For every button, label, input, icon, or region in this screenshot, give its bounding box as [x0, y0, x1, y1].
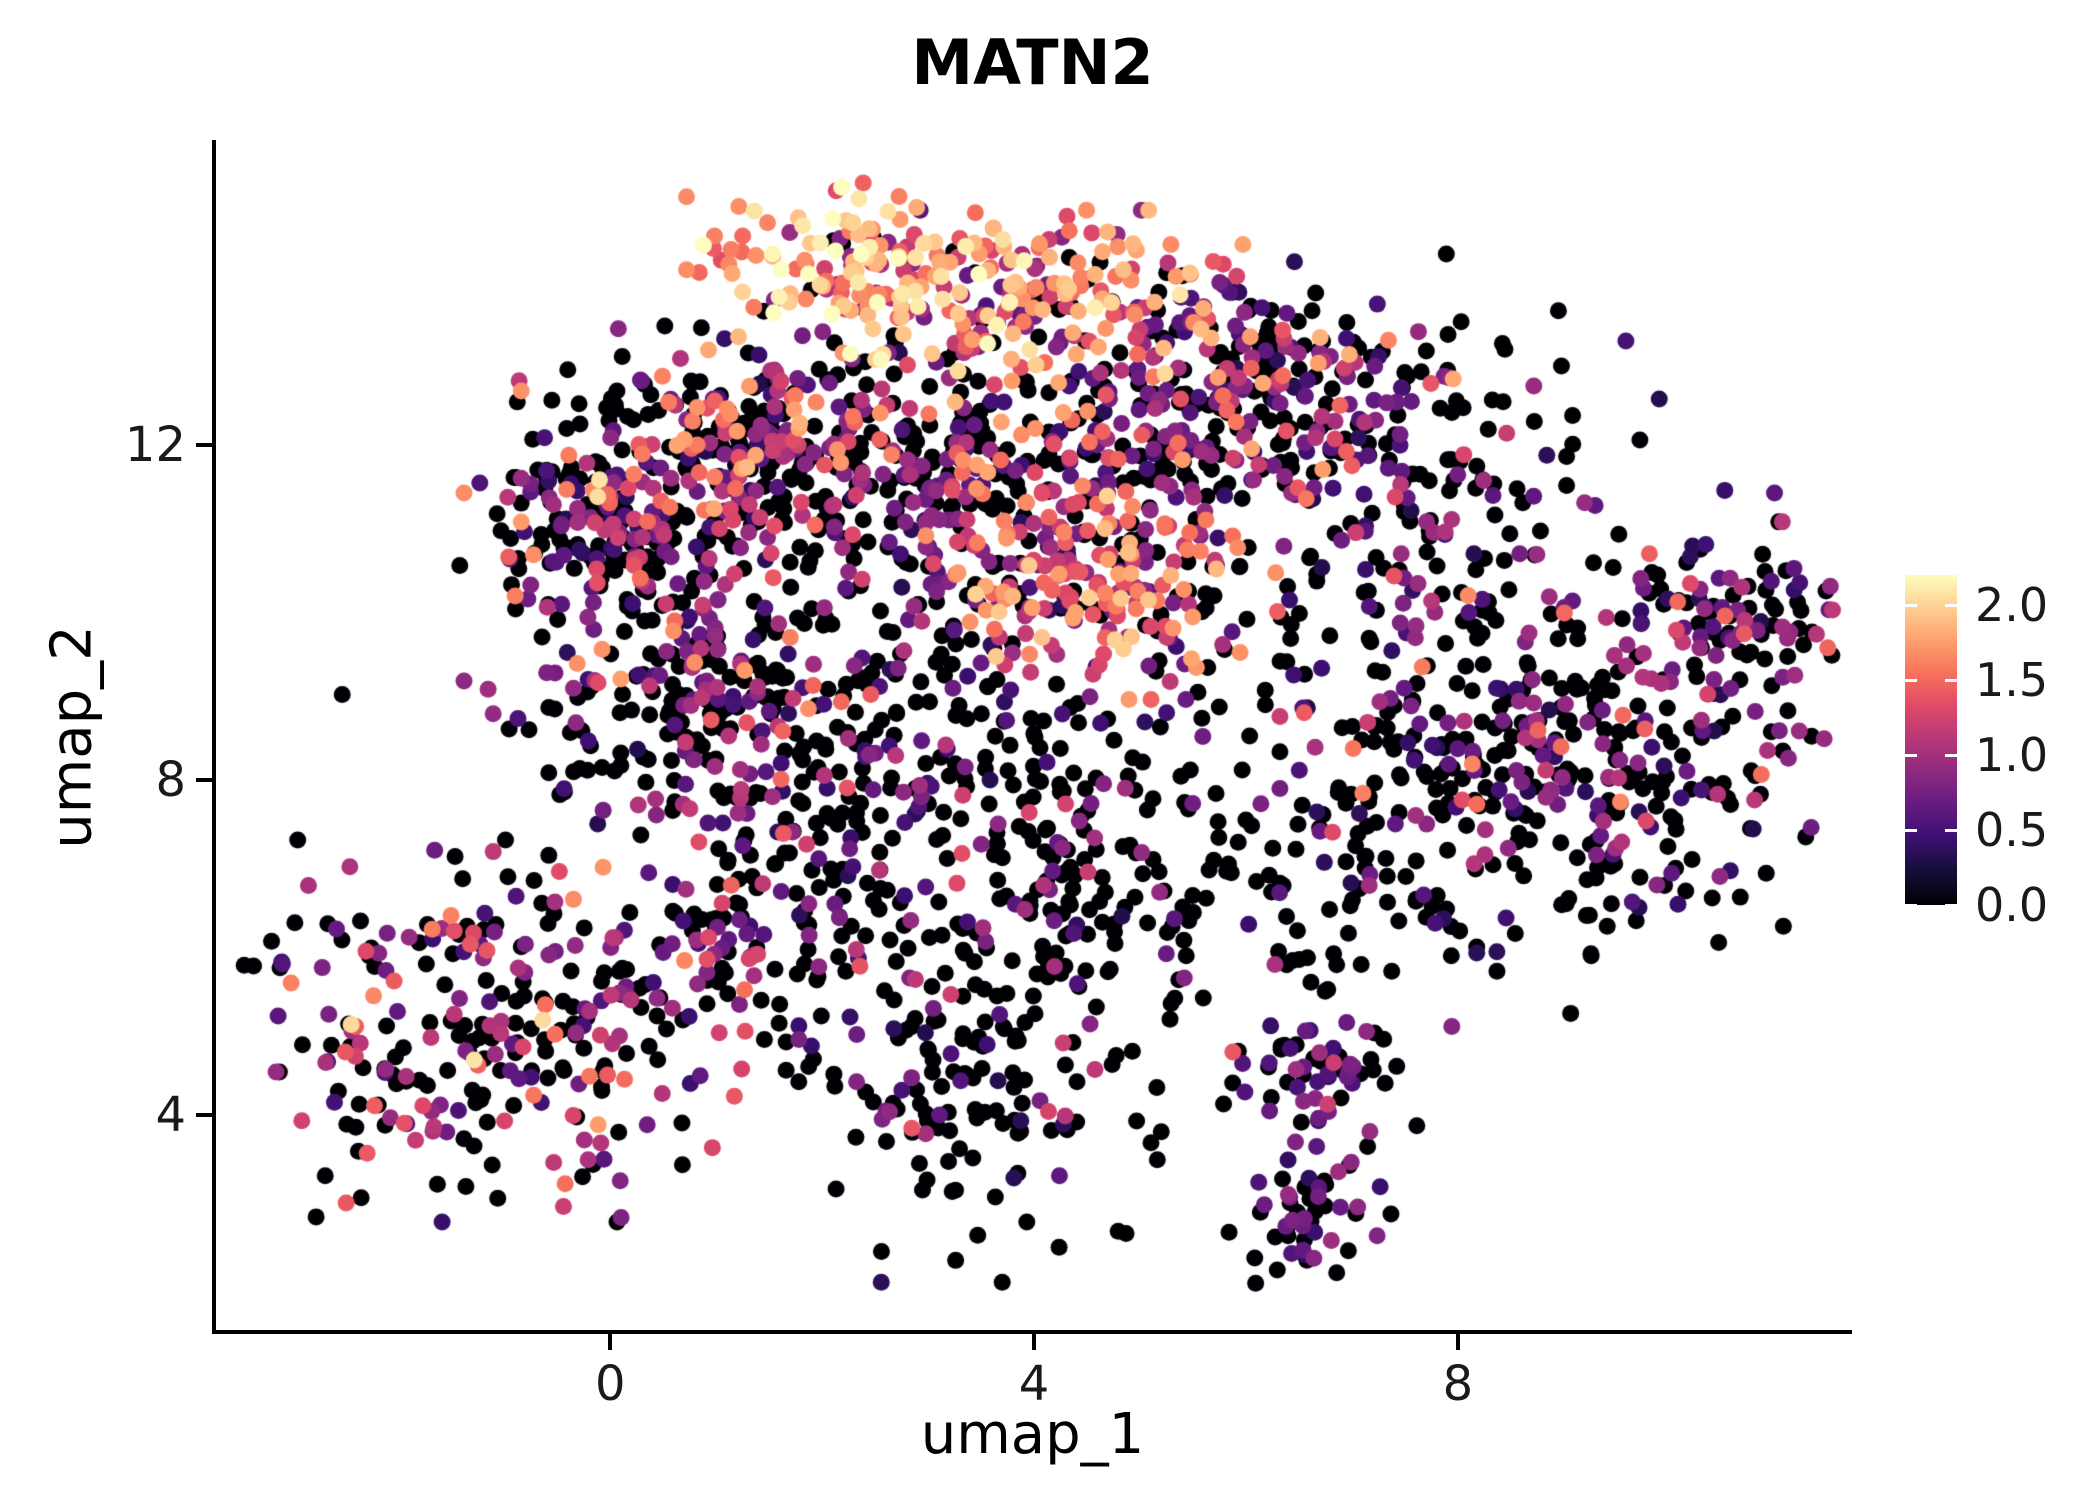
colorbar-tick-mark [1945, 828, 1957, 832]
y-tick-label: 4 [155, 1086, 186, 1143]
colorbar-tick-mark [1945, 603, 1957, 607]
colorbar-tick-label: 2.0 [1975, 578, 2049, 632]
colorbar-tick-mark [1905, 603, 1917, 607]
colorbar-tick-mark [1945, 678, 1957, 682]
colorbar-gradient [1905, 575, 1957, 905]
x-tick-label: 4 [1018, 1356, 1050, 1412]
scatter-points-canvas [215, 140, 1850, 1330]
y-tick-label: 8 [155, 751, 186, 808]
colorbar-tick-label: 1.0 [1975, 728, 2049, 782]
y-axis-line [212, 140, 216, 1334]
y-tick-mark [196, 442, 212, 447]
colorbar-tick-mark [1905, 753, 1917, 757]
colorbar-tick-mark [1905, 678, 1917, 682]
colorbar-tick-mark [1945, 903, 1957, 907]
colorbar-tick-mark [1905, 903, 1917, 907]
x-tick-label: 8 [1442, 1356, 1474, 1412]
colorbar-tick-label: 0.5 [1975, 803, 2049, 857]
plot-title: MATN2 [911, 26, 1154, 99]
colorbar-tick-mark [1945, 753, 1957, 757]
y-axis-label: umap_2 [39, 625, 105, 849]
x-tick-mark [608, 1334, 613, 1350]
colorbar-tick-label: 1.5 [1975, 653, 2049, 707]
x-tick-mark [1455, 1334, 1460, 1350]
y-tick-label: 12 [124, 416, 186, 473]
x-tick-mark [1032, 1334, 1037, 1350]
colorbar-tick-label: 0.0 [1975, 878, 2049, 932]
y-tick-mark [196, 777, 212, 782]
x-axis-label: umap_1 [920, 1402, 1145, 1467]
x-axis-line [212, 1330, 1852, 1334]
y-tick-mark [196, 1112, 212, 1117]
x-tick-label: 0 [594, 1356, 626, 1412]
colorbar-tick-mark [1905, 828, 1917, 832]
